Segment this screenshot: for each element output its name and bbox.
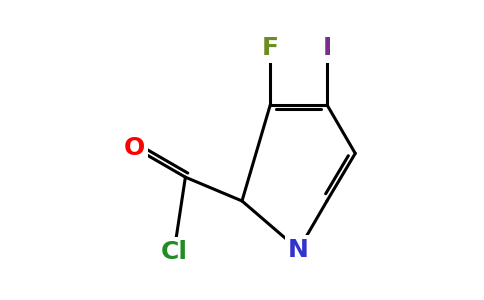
Text: F: F	[262, 36, 279, 60]
Text: O: O	[124, 136, 145, 160]
Text: Cl: Cl	[161, 240, 188, 264]
Text: I: I	[322, 36, 332, 60]
Text: N: N	[288, 238, 309, 262]
